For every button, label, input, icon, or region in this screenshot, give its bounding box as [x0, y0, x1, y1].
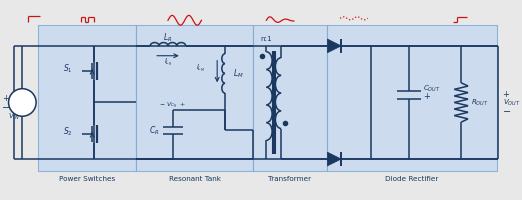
- Text: $I_{L_M}$: $I_{L_M}$: [196, 63, 205, 74]
- Bar: [136, 25, 253, 171]
- Polygon shape: [327, 152, 341, 166]
- Text: $V_{IN}$: $V_{IN}$: [8, 112, 19, 122]
- Text: +: +: [423, 92, 430, 101]
- Circle shape: [8, 89, 36, 116]
- Text: $L_M$: $L_M$: [233, 67, 244, 80]
- Text: $-\ V_{C_R}\ +$: $-\ V_{C_R}\ +$: [160, 100, 186, 110]
- Text: +: +: [19, 93, 26, 102]
- Text: $S_2$: $S_2$: [63, 126, 73, 138]
- Text: +: +: [2, 94, 9, 103]
- Text: Resonant Tank: Resonant Tank: [169, 176, 220, 182]
- Text: $C_R$: $C_R$: [149, 124, 159, 137]
- Bar: [38, 25, 136, 171]
- Bar: [253, 25, 327, 171]
- Text: −: −: [18, 103, 27, 113]
- Text: $C_{OUT}$: $C_{OUT}$: [423, 84, 441, 94]
- Text: +: +: [503, 90, 509, 99]
- Text: $V_{OUT}$: $V_{OUT}$: [503, 97, 520, 108]
- Text: −: −: [503, 107, 511, 117]
- Text: $R_{OUT}$: $R_{OUT}$: [471, 97, 489, 108]
- Bar: [327, 25, 496, 171]
- Text: n:1: n:1: [260, 36, 272, 42]
- Text: $L_R$: $L_R$: [163, 32, 173, 44]
- Text: Power Switches: Power Switches: [59, 176, 115, 182]
- Text: −: −: [2, 103, 10, 113]
- Text: $S_1$: $S_1$: [63, 63, 73, 75]
- Text: Transformer: Transformer: [268, 176, 312, 182]
- Text: Diode Rectifier: Diode Rectifier: [385, 176, 438, 182]
- Polygon shape: [327, 39, 341, 53]
- Text: $I_{L_R}$: $I_{L_R}$: [164, 57, 172, 68]
